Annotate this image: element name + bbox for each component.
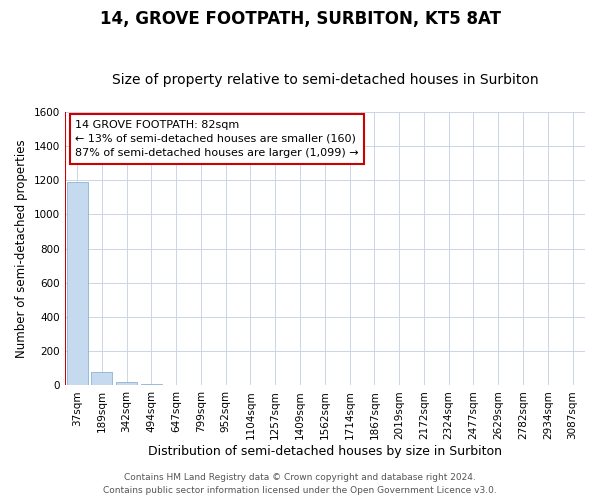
Bar [67,182,88,386]
Bar [91,372,112,386]
Text: Contains HM Land Registry data © Crown copyright and database right 2024.
Contai: Contains HM Land Registry data © Crown c… [103,474,497,495]
Bar [116,382,137,386]
Title: Size of property relative to semi-detached houses in Surbiton: Size of property relative to semi-detach… [112,73,538,87]
Y-axis label: Number of semi-detached properties: Number of semi-detached properties [15,139,28,358]
X-axis label: Distribution of semi-detached houses by size in Surbiton: Distribution of semi-detached houses by … [148,444,502,458]
Text: 14, GROVE FOOTPATH, SURBITON, KT5 8AT: 14, GROVE FOOTPATH, SURBITON, KT5 8AT [100,10,500,28]
Bar [141,384,162,386]
Text: 14 GROVE FOOTPATH: 82sqm
← 13% of semi-detached houses are smaller (160)
87% of : 14 GROVE FOOTPATH: 82sqm ← 13% of semi-d… [75,120,359,158]
Bar [166,385,187,386]
